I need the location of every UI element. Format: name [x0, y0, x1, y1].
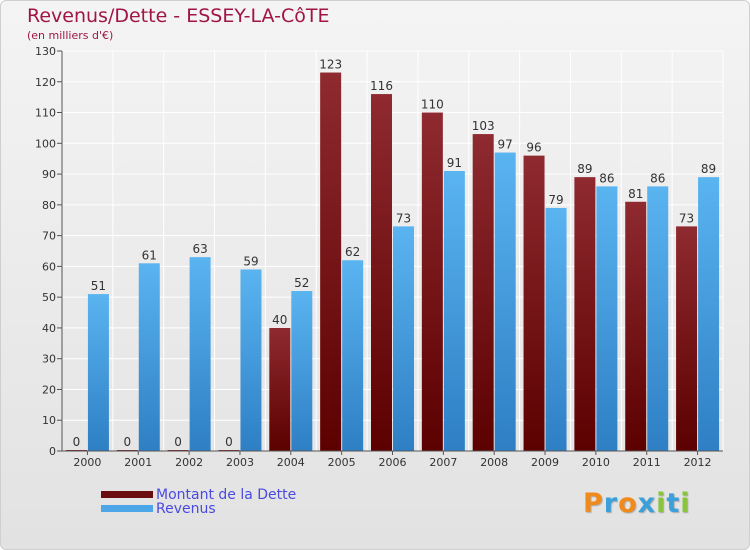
- x-tick-label: 2010: [582, 456, 610, 469]
- value-label-bar-revenus: 79: [548, 193, 563, 207]
- x-tick-label: 2007: [429, 456, 457, 469]
- bar-revenus-2003: [240, 269, 262, 451]
- value-label-bar-revenus: 52: [294, 276, 309, 290]
- y-tick-label: 70: [42, 230, 56, 243]
- y-tick-label: 0: [49, 445, 56, 458]
- bar-revenus-2000: [87, 294, 109, 451]
- legend-label-debt: Montant de la Dette: [156, 487, 297, 503]
- bar-revenus-2007: [443, 171, 465, 451]
- bar-revenus-2002: [189, 257, 211, 451]
- value-label-bar-dette: 0: [123, 435, 131, 449]
- value-label-bar-dette: 0: [174, 435, 182, 449]
- y-tick-label: 80: [42, 199, 56, 212]
- bar-dette-2009: [523, 155, 545, 451]
- proxiti-logo: Proxiti: [583, 488, 691, 519]
- y-tick-label: 30: [42, 353, 56, 366]
- x-tick-label: 2001: [124, 456, 152, 469]
- bar-revenus-2010: [596, 186, 618, 451]
- value-label-bar-dette: 40: [272, 313, 287, 327]
- bar-dette-2005: [320, 72, 342, 452]
- bar-revenus-2006: [393, 226, 414, 451]
- value-label-bar-revenus: 86: [599, 171, 614, 185]
- x-tick-label: 2009: [531, 456, 559, 469]
- value-label-bar-dette: 123: [319, 58, 342, 72]
- value-label-bar-revenus: 73: [396, 211, 411, 225]
- bar-dette-2010: [574, 177, 596, 451]
- value-label-bar-revenus: 89: [701, 162, 716, 176]
- bar-dette-2008: [472, 134, 494, 452]
- bar-revenus-2001: [138, 263, 160, 451]
- value-label-bar-dette: 89: [577, 162, 592, 176]
- bar-revenus-2005: [342, 260, 364, 451]
- value-label-bar-dette: 0: [225, 435, 233, 449]
- x-tick-label: 2003: [226, 456, 254, 469]
- value-label-bar-revenus: 97: [498, 138, 513, 152]
- value-label-bar-dette: 110: [421, 98, 444, 112]
- value-label-bar-revenus: 61: [142, 248, 157, 262]
- value-label-bar-revenus: 62: [345, 245, 360, 259]
- y-tick-label: 110: [35, 107, 56, 120]
- y-tick-label: 60: [42, 260, 56, 273]
- value-label-bar-dette: 103: [472, 119, 495, 133]
- chart-title: Revenus/Dette - ESSEY-LA-CôTE: [27, 5, 330, 27]
- value-label-bar-revenus: 63: [192, 242, 207, 256]
- bar-revenus-2011: [647, 186, 669, 451]
- bar-dette-2011: [625, 201, 647, 451]
- x-tick-label: 2000: [73, 456, 101, 469]
- bar-revenus-2004: [291, 291, 313, 451]
- y-tick-label: 130: [35, 45, 56, 58]
- bar-revenus-2009: [545, 207, 567, 451]
- legend-label-revenus: Revenus: [156, 501, 216, 517]
- y-tick-label: 100: [35, 137, 56, 150]
- value-label-bar-dette: 81: [628, 187, 643, 201]
- y-tick-label: 20: [42, 383, 56, 396]
- x-tick-label: 2005: [328, 456, 356, 469]
- x-tick-label: 2006: [379, 456, 407, 469]
- chart-subtitle: (en milliers d'€): [27, 29, 114, 42]
- x-tick-label: 2002: [175, 456, 203, 469]
- legend-swatch-debt: [101, 491, 153, 498]
- x-tick-label: 2011: [633, 456, 661, 469]
- value-label-bar-dette: 73: [679, 211, 694, 225]
- y-tick-label: 120: [35, 76, 56, 89]
- value-label-bar-revenus: 86: [650, 171, 665, 185]
- bar-revenus-2012: [698, 177, 720, 451]
- y-tick-label: 10: [42, 414, 56, 427]
- value-label-bar-revenus: 59: [243, 254, 258, 268]
- bar-dette-2004: [269, 327, 291, 451]
- value-label-bar-dette: 116: [370, 79, 393, 93]
- y-tick-label: 40: [42, 322, 56, 335]
- x-tick-label: 2012: [684, 456, 712, 469]
- y-tick-label: 90: [42, 168, 56, 181]
- value-label-bar-dette: 96: [526, 141, 541, 155]
- bar-dette-2007: [421, 112, 443, 452]
- bar-dette-2006: [371, 94, 392, 452]
- bar-dette-2012: [676, 226, 698, 451]
- y-tick-label: 50: [42, 291, 56, 304]
- x-tick-label: 2004: [277, 456, 305, 469]
- bar-revenus-2008: [494, 152, 516, 452]
- legend-swatch-revenus: [101, 505, 153, 512]
- value-label-bar-revenus: 51: [91, 279, 106, 293]
- x-tick-label: 2008: [480, 456, 508, 469]
- value-label-bar-revenus: 91: [447, 156, 462, 170]
- value-label-bar-dette: 0: [73, 435, 81, 449]
